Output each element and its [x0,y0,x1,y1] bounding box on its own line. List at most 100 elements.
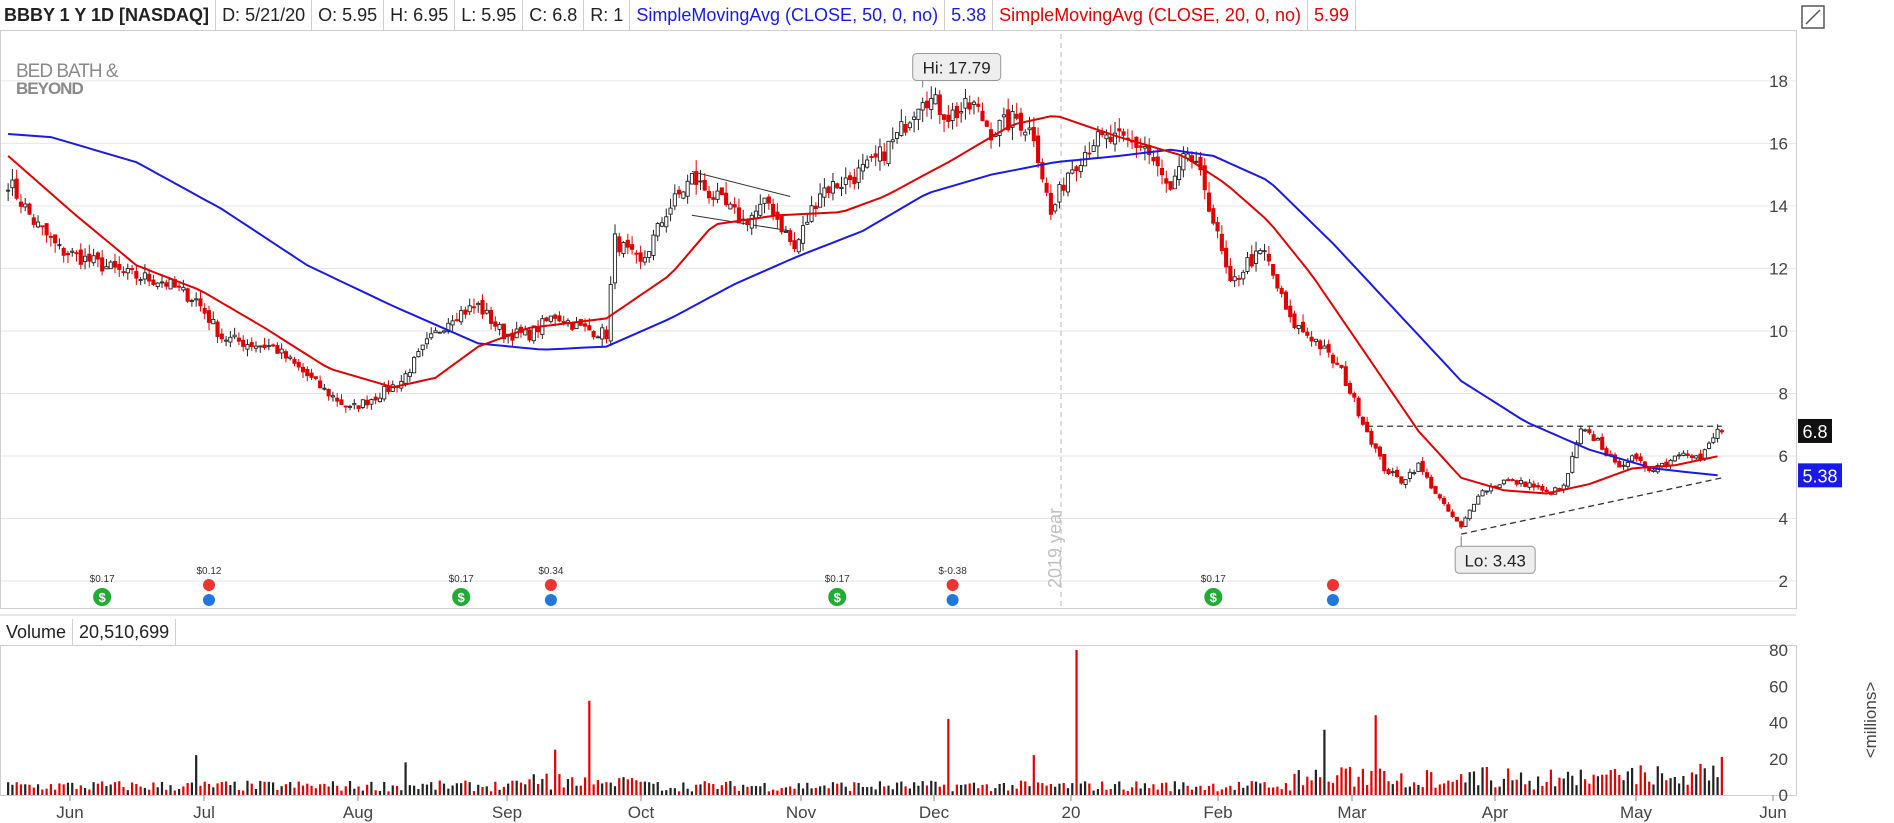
candle-body [1698,453,1703,460]
volume-bar [780,787,783,795]
volume-bar [280,786,283,795]
volume-bar [1511,780,1514,795]
candle-body [1305,331,1310,336]
candle-body [1253,250,1259,264]
candle-body [249,342,254,348]
volume-bar [1682,775,1685,795]
candle-body [1706,442,1712,449]
candle-body [920,102,925,111]
candle-body [937,94,942,116]
volume-bar [1652,784,1655,795]
last-price-tag [1798,418,1832,443]
earnings-icon [1326,579,1339,591]
volume-bar [1639,765,1642,795]
candle-body [1403,479,1408,485]
candle-body [685,180,690,197]
volume-bar [494,781,497,795]
volume-bar [438,780,441,795]
volume-bar [725,781,728,795]
volume-bar [1028,786,1031,795]
candle-body [762,197,767,204]
candle-body [997,119,1002,136]
candle-body [296,362,301,368]
volume-bar [1353,786,1356,795]
volume-bar [417,789,420,795]
volume-bar [1562,778,1565,795]
candle-body [711,197,716,200]
volume-bar [1408,786,1411,795]
volume-bar [92,782,95,795]
candle-body [796,239,801,253]
candle-body [155,282,160,287]
candle-body [1497,484,1502,489]
volume-bar [224,781,228,795]
volume-bar [1660,773,1664,795]
volume-bar [776,790,779,795]
candle-body [1151,156,1156,162]
volume-bar [1378,768,1382,795]
sma20-study-label[interactable]: SimpleMovingAvg (CLOSE, 20, 0, no) [993,0,1308,30]
candle-body [117,264,122,270]
volume-bar [972,782,976,795]
volume-bar [485,786,488,795]
candle-body [6,189,11,192]
volume-bar [575,785,578,795]
volume-bar [96,783,99,795]
candle-body [1275,274,1280,289]
candle-body [1527,482,1532,488]
candle-body [1322,345,1327,349]
volume-bar [1699,763,1702,795]
volume-bar [156,787,159,795]
volume-bar [207,783,211,795]
candle-body [946,114,951,123]
volume-bar [1066,788,1070,795]
candle-body [933,94,938,105]
volume-tick-label: 20 [1769,750,1788,769]
candle-body [647,251,652,258]
candle-body [1719,430,1724,433]
volume-bar [1301,785,1305,795]
candle-body [138,278,143,281]
fullscreen-icon[interactable] [1801,5,1825,29]
candle-body [360,399,365,408]
volume-bar [272,782,275,795]
sma50-study-label[interactable]: SimpleMovingAvg (CLOSE, 50, 0, no) [630,0,946,30]
volume-bar [639,781,642,795]
candle-body [924,100,930,109]
volume-bar [814,787,817,795]
candle-body [1036,135,1041,164]
symbol-label[interactable]: BBBY 1 Y 1D [NASDAQ] [0,0,217,30]
candle-body [1450,511,1455,517]
volume-bar [212,787,215,795]
candle-body [1360,416,1365,425]
volume-pane-frame [0,645,1797,796]
candle-body [1583,429,1588,432]
volume-bar [1613,768,1617,795]
volume-bar [1395,780,1399,795]
candle-body [83,255,88,263]
volume-bar [1071,783,1074,795]
volume-bar [190,782,194,795]
candle-body [984,120,989,127]
volume-bar [596,779,599,795]
volume-bar [425,784,429,795]
volume-bar [1643,772,1647,795]
volume-bar [353,788,356,795]
candle-body [967,102,972,110]
candle-body [1471,503,1477,512]
candle-body [1540,485,1545,491]
volume-bar [32,787,35,795]
candle-body [895,132,900,139]
candle-body [147,273,152,282]
volume-bar [690,791,694,795]
volume-bar [1173,781,1176,795]
volume-bar [203,781,206,795]
logo-line1: BED BATH & [16,61,119,82]
candle-body [1330,354,1336,364]
volume-bar [925,785,929,795]
volume-bar [1678,783,1681,795]
volume-bar [677,791,681,795]
candle-body [1412,472,1417,475]
candle-body [194,298,199,301]
